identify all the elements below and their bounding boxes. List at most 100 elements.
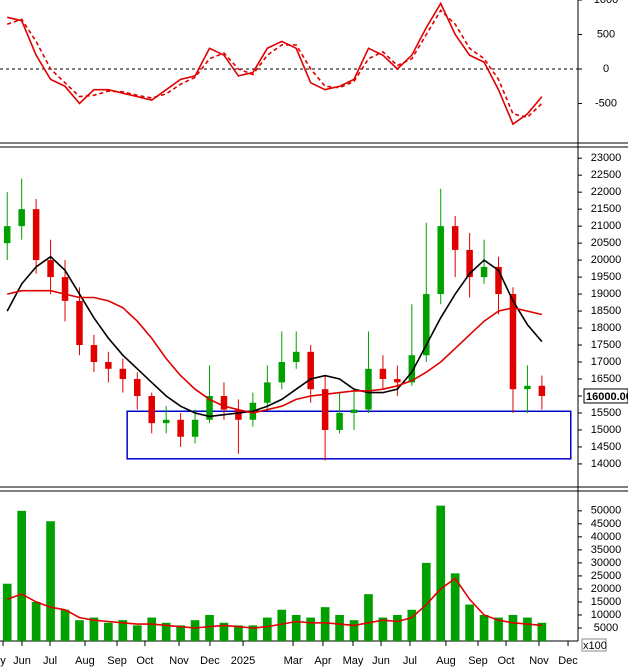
candle-body <box>307 351 314 390</box>
unit-label: x100 <box>583 640 607 652</box>
y-tick-label: 18500 <box>591 305 622 317</box>
volume-bar <box>118 620 128 641</box>
candle-body <box>162 419 170 424</box>
candle-body <box>134 378 141 396</box>
x-tick-label: Oct <box>497 655 514 667</box>
indicator-line <box>6 255 543 418</box>
y-tick-label: 14000 <box>591 458 622 470</box>
x-tick-label: Nov <box>529 655 549 667</box>
x-tick-label: Dec <box>558 655 578 667</box>
x-tick-label: 2025 <box>231 655 255 667</box>
volume-bar <box>407 609 417 641</box>
candle-body <box>379 368 387 379</box>
y-tick-label: 20500 <box>591 237 622 249</box>
volume-bar <box>277 609 287 641</box>
volume-bar <box>378 617 388 641</box>
candle-body <box>495 266 502 295</box>
y-tick-label: 20000 <box>591 583 622 595</box>
candle-body <box>278 362 286 383</box>
y-tick-label: 19000 <box>591 288 622 300</box>
candle-body <box>524 385 531 390</box>
volume-bar <box>393 614 402 641</box>
candle-body <box>321 389 329 430</box>
candle-body <box>119 368 127 379</box>
volume-bar <box>421 562 431 641</box>
unit-box <box>581 638 607 652</box>
y-tick-label: 30000 <box>591 557 622 569</box>
x-tick-label: Aug <box>436 655 456 667</box>
volume-bar <box>248 625 258 641</box>
volume-bar <box>176 625 185 641</box>
volume-bar <box>494 617 503 641</box>
volume-bar <box>219 622 229 641</box>
y-tick-label: 10000 <box>591 609 622 621</box>
volume-bar <box>436 505 446 641</box>
volume-bar <box>335 614 344 641</box>
candle-body <box>148 395 155 424</box>
candle-body <box>423 294 430 356</box>
volume-bar <box>2 583 12 641</box>
candle-body <box>451 226 459 250</box>
candle-body <box>18 209 25 227</box>
y-tick-label: 21500 <box>591 203 622 215</box>
volume-bar <box>234 625 243 641</box>
candle-body <box>32 209 40 261</box>
y-tick-label: 35000 <box>591 544 622 556</box>
volume-bar <box>205 614 214 641</box>
candle-body <box>206 395 213 420</box>
y-tick-label: 22500 <box>591 169 622 181</box>
x-tick-label: y <box>0 655 6 667</box>
volume-bar <box>479 614 489 641</box>
candle-body <box>350 409 358 413</box>
volume-bar <box>320 607 330 641</box>
x-tick-label: Nov <box>169 655 189 667</box>
volume-bar <box>60 609 70 641</box>
y-tick-label: 23000 <box>591 152 622 164</box>
volume-bar <box>523 617 532 641</box>
y-tick-label: 0 <box>603 63 609 75</box>
y-tick-label: 21000 <box>591 220 622 232</box>
x-tick-label: Jul <box>403 655 417 667</box>
volume-bar <box>450 573 460 641</box>
y-tick-label: 20000 <box>591 254 622 266</box>
candle-body <box>90 345 98 363</box>
candle-body <box>509 294 517 390</box>
volume-bar <box>17 510 27 641</box>
candle-body <box>220 395 228 410</box>
y-tick-label: 45000 <box>591 518 622 530</box>
y-tick-label: 16500 <box>591 373 622 385</box>
x-tick-label: Mar <box>284 655 303 667</box>
volume-bar <box>190 620 200 641</box>
y-tick-label: 1000 <box>594 0 618 6</box>
candle-body <box>105 362 112 369</box>
y-tick-label: 18000 <box>591 322 622 334</box>
highlight-box <box>126 410 572 460</box>
y-tick-label: 17000 <box>591 356 622 368</box>
candle-body <box>538 385 546 396</box>
candle-body <box>466 249 473 278</box>
y-tick-label: 50000 <box>591 505 622 517</box>
volume-bar <box>104 622 113 641</box>
volume-bar <box>291 614 301 641</box>
indicator-line <box>6 577 542 629</box>
y-tick-label: 14500 <box>591 441 622 453</box>
x-tick-label: Dec <box>200 655 220 667</box>
candle-body <box>61 277 69 301</box>
x-tick-label: Sep <box>107 655 127 667</box>
x-tick-label: Oct <box>136 655 153 667</box>
candle-body <box>365 368 372 410</box>
candle-body <box>177 419 184 437</box>
volume-bar <box>537 622 547 641</box>
candle-body <box>191 419 199 437</box>
candle-body <box>437 226 444 295</box>
volume-bar <box>465 604 474 641</box>
candle-body <box>480 266 488 278</box>
volume-bar <box>31 601 41 641</box>
indicator-line <box>7 289 543 414</box>
volume-bar <box>262 617 272 641</box>
x-tick-label: Sep <box>468 655 488 667</box>
y-tick-label: -500 <box>595 97 617 109</box>
volume-bar <box>349 620 359 641</box>
